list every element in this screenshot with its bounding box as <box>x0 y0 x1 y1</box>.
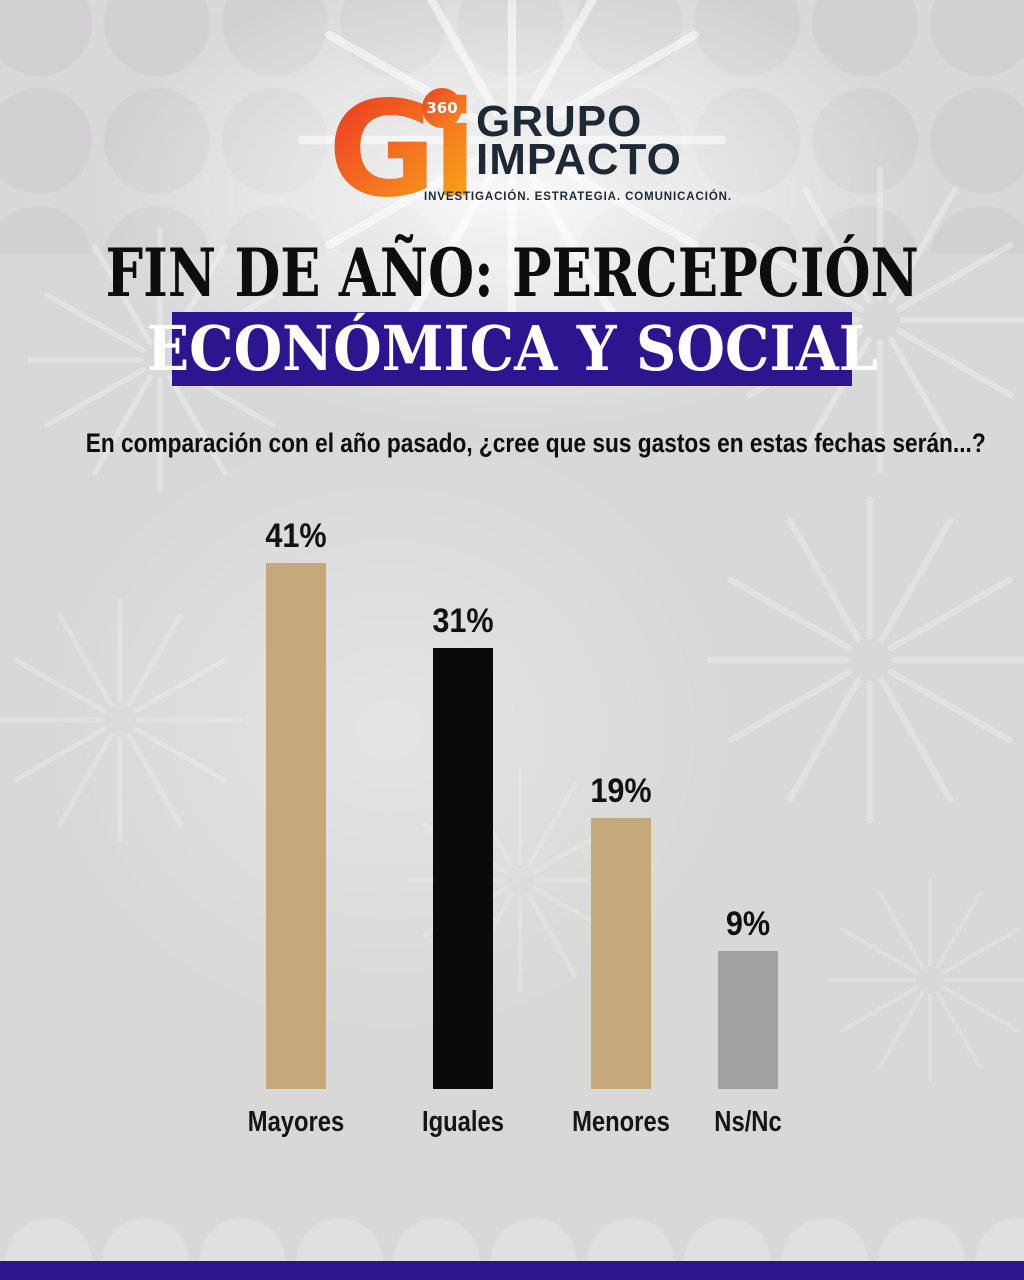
logo-tagline: INVESTIGACIÓN. ESTRATEGIA. COMUNICACIÓN. <box>424 191 732 203</box>
bar-category-label: Iguales <box>422 1106 504 1138</box>
bar-rect-nsnc <box>718 951 778 1089</box>
bar-rect-iguales <box>433 648 493 1089</box>
360-badge-icon: 360 <box>422 88 462 128</box>
logo-word-line1: GRUPO <box>476 97 643 146</box>
bar-value-label: 19% <box>590 772 652 810</box>
logo-word-line2: IMPACTO <box>476 135 682 184</box>
bar-category-label: Ns/Nc <box>714 1106 782 1138</box>
bar-value-label: 41% <box>265 517 327 555</box>
bar-category-label: Menores <box>572 1106 670 1138</box>
bar-category-label: Mayores <box>247 1106 345 1138</box>
page-title-band: ECONÓMICA Y SOCIAL <box>146 312 878 386</box>
bar-value-label: 31% <box>432 602 494 640</box>
grupo-impacto-logo: Gi 360 <box>328 84 488 216</box>
page-title-line2: ECONÓMICA Y SOCIAL <box>146 312 878 385</box>
bar-rect-menores <box>591 818 651 1089</box>
logo-wordmark: GRUPO IMPACTO <box>476 97 682 184</box>
bar-value-label: 9% <box>725 905 771 943</box>
bar-rect-mayores <box>266 563 326 1089</box>
bottom-accent-strip <box>0 1261 1024 1280</box>
survey-question: En comparación con el año pasado, ¿cree … <box>85 428 986 458</box>
background-arch-pattern-bottom <box>0 1209 1024 1261</box>
page-title-line1: FIN DE AÑO: PERCEPCIÓN <box>105 234 919 312</box>
